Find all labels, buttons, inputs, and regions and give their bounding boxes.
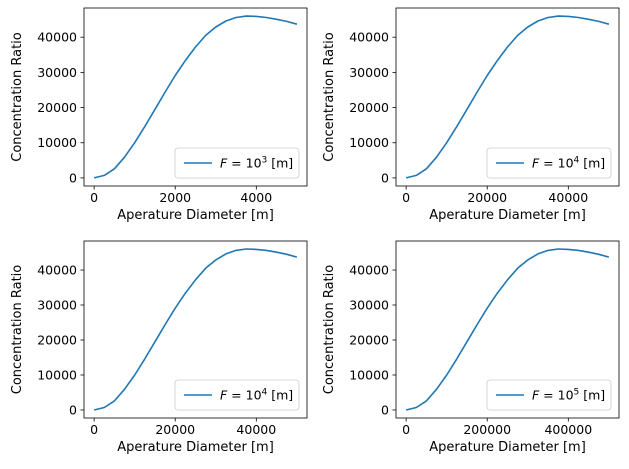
- legend-label-unit: [m]: [267, 156, 293, 171]
- subplot-1: 0 2000 4000010000200003000040000Aperature …: [10, 7, 308, 223]
- y-tick-label: 40000: [37, 30, 77, 45]
- y-tick-label: 30000: [349, 65, 389, 80]
- y-tick-label: 10000: [37, 367, 77, 382]
- y-tick-label: 40000: [37, 263, 77, 278]
- legend-label-unit: [m]: [267, 388, 293, 403]
- legend-label-var: F: [220, 388, 228, 403]
- legend-label: F = 103 [m]: [220, 156, 293, 171]
- legend-box: [486, 379, 612, 411]
- legend-label-exp: 4: [262, 388, 268, 398]
- x-tick-label: 40000: [236, 422, 276, 437]
- y-axis-label: Concentration Ratio: [322, 32, 337, 162]
- x-tick-label: 0: [90, 422, 98, 437]
- legend-label-var: F: [532, 156, 540, 171]
- subplot-4: 0 200000 400000 0 10000 20000 30000 40000 Aperat…: [322, 240, 620, 455]
- y-tick-label: 0: [69, 170, 77, 185]
- legend: F = 104 [m]: [174, 379, 300, 411]
- x-tick-label: 400000: [544, 422, 592, 437]
- x-tick-label: 0: [402, 422, 410, 437]
- legend-label-exp: 3: [262, 156, 268, 166]
- axes-frame: [83, 7, 308, 187]
- legend-label-exp: 4: [574, 156, 580, 166]
- y-tick-label: 10000: [349, 135, 389, 150]
- x-tick-label: 4000: [240, 190, 272, 205]
- x-tick-label: 200000: [463, 422, 511, 437]
- y-axis-label: Concentration Ratio: [10, 265, 25, 395]
- subplot-3: 0 20000 40000 0 10000 20000 30000 40000 Aperatur…: [10, 240, 308, 455]
- legend-label-base: = 10: [539, 156, 573, 171]
- series-line: [405, 15, 610, 179]
- x-axis-label: Aperature Diameter [m]: [429, 440, 586, 455]
- legend: F = 105 [m]: [486, 379, 612, 411]
- y-tick-label: 20000: [349, 332, 389, 347]
- y-tick-label: 40000: [349, 30, 389, 45]
- y-tick-label: 0: [381, 402, 389, 417]
- y-axis-label: Concentration Ratio: [322, 265, 337, 395]
- x-tick-label: 2000: [159, 190, 191, 205]
- y-tick-label: 40000: [349, 263, 389, 278]
- subplot-2: 0 20000 40000 0 10000 20000 30000 40000 Aperatur…: [322, 7, 620, 223]
- y-tick-label: 20000: [349, 100, 389, 115]
- legend-label-unit: [m]: [579, 156, 605, 171]
- legend-label: F = 104 [m]: [532, 156, 605, 171]
- legend-box: [486, 147, 612, 179]
- legend-label-base: = 10: [539, 388, 573, 403]
- legend-label-unit: [m]: [579, 388, 605, 403]
- y-tick-label: 20000: [37, 332, 77, 347]
- y-axis-label: Concentration Ratio: [10, 32, 25, 162]
- y-tick-label: 10000: [349, 367, 389, 382]
- series-line: [93, 15, 298, 179]
- x-axis-label: Aperature Diameter [m]: [117, 208, 274, 223]
- series-line: [93, 248, 298, 411]
- legend-label-base: = 10: [227, 156, 261, 171]
- x-axis-label: Aperature Diameter [m]: [117, 440, 274, 455]
- x-axis-label: Aperature Diameter [m]: [429, 208, 586, 223]
- legend-box: [174, 379, 300, 411]
- legend-label-var: F: [220, 156, 228, 171]
- axes-frame: [395, 7, 620, 187]
- y-tick-label: 20000: [37, 100, 77, 115]
- x-tick-label: 20000: [155, 422, 195, 437]
- axes-frame: [83, 240, 308, 419]
- y-tick-label: 0: [69, 402, 77, 417]
- x-tick-label: 20000: [467, 190, 507, 205]
- x-tick-label: 0: [90, 190, 98, 205]
- series-line: [405, 248, 610, 411]
- legend-label: F = 105 [m]: [532, 388, 605, 403]
- y-tick-label: 30000: [37, 298, 77, 313]
- legend: F = 103 [m]: [174, 147, 300, 179]
- y-tick-label: 30000: [37, 65, 77, 80]
- legend-label-exp: 5: [574, 388, 580, 398]
- y-tick-label: 30000: [349, 298, 389, 313]
- legend-label-var: F: [532, 388, 540, 403]
- y-tick-label: 10000: [37, 135, 77, 150]
- legend-label-base: = 10: [227, 388, 261, 403]
- legend-label: F = 104 [m]: [220, 388, 293, 403]
- legend-box: [174, 147, 300, 179]
- axes-frame: [395, 240, 620, 419]
- y-tick-label: 0: [381, 170, 389, 185]
- legend: F = 104 [m]: [486, 147, 612, 179]
- x-tick-label: 40000: [548, 190, 588, 205]
- x-tick-label: 0: [402, 190, 410, 205]
